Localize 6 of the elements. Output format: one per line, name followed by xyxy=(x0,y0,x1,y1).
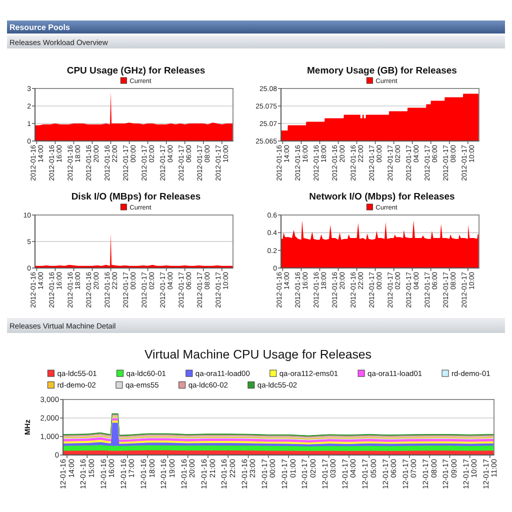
chart-title: Network I/O (Mbps) for Releases xyxy=(309,192,455,202)
text: Resource Pools xyxy=(10,22,71,32)
chart-title: CPU Usage (GHz) for Releases xyxy=(66,66,206,76)
chart-title: Disk I/O (MBps) for Releases xyxy=(71,192,201,202)
chart-title: Memory Usage (GB) for Releases xyxy=(307,66,457,76)
chart-title: Virtual Machine CPU Usage for Releases xyxy=(144,348,372,362)
